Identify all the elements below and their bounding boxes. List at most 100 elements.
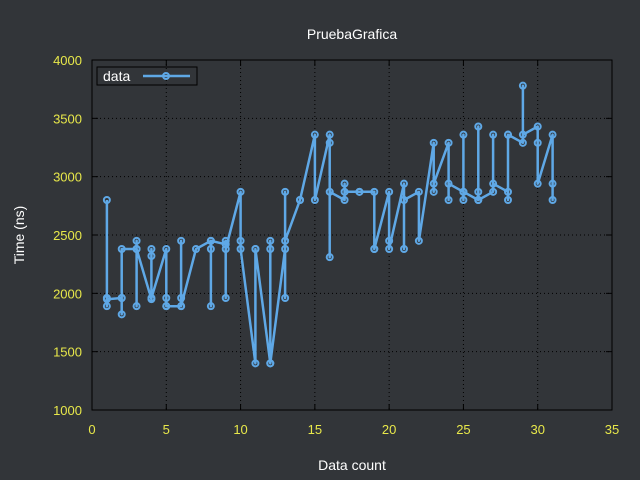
data-point: [548, 130, 557, 139]
data-point: [459, 196, 468, 204]
data-point: [281, 294, 290, 302]
data-point: [266, 245, 275, 253]
data-point: [281, 187, 290, 196]
data-point: [400, 245, 408, 253]
data-point: [236, 187, 245, 196]
data-point: [236, 245, 245, 253]
data-point: [251, 359, 260, 368]
data-point: [474, 196, 483, 204]
data-point: [429, 187, 438, 196]
data-point: [340, 179, 349, 188]
data-point: [251, 245, 260, 253]
ticks: 0 5 10 15 20 25 30 35 1000 1500 2000 2500 3000 3500 40…: [53, 53, 619, 437]
x-tick-label: 15: [308, 422, 322, 437]
data-point: [102, 295, 111, 304]
y-tick-label: 4000: [53, 53, 82, 68]
data-point: [340, 187, 349, 196]
data-point: [177, 294, 186, 302]
data-point: [147, 245, 156, 253]
data-point: [117, 294, 126, 302]
data-point: [310, 196, 319, 204]
data-point: [310, 130, 319, 139]
data-point: [236, 236, 245, 245]
data-point: [444, 196, 453, 204]
y-tick-label: 1000: [53, 403, 82, 418]
data-point: [533, 138, 542, 147]
data-point: [444, 179, 453, 188]
y-tick-label: 3500: [53, 111, 82, 126]
x-tick-label: 5: [163, 422, 170, 437]
chart-title: PruebaGrafica: [307, 26, 397, 42]
data-point: [459, 187, 468, 196]
data-point: [281, 236, 290, 245]
x-tick-label: 30: [530, 422, 544, 437]
legend-label: data: [103, 68, 130, 84]
data-point: [370, 245, 379, 253]
data-point: [504, 187, 512, 196]
data-point: [518, 138, 527, 147]
data-point: [504, 196, 512, 204]
data-point: [414, 236, 423, 245]
data-point: [206, 302, 215, 311]
data-point: [206, 236, 215, 245]
series-layer: [102, 81, 557, 368]
data-point: [518, 130, 527, 139]
data-point: [340, 196, 349, 204]
x-tick-label: 0: [88, 422, 95, 437]
data-point: [102, 196, 111, 204]
data-point: [147, 294, 156, 302]
data-point: [533, 179, 542, 188]
data-point: [370, 187, 379, 196]
data-point: [296, 196, 304, 204]
data-point: [414, 187, 423, 196]
data-point: [266, 359, 275, 368]
data-point: [385, 187, 394, 196]
data-point: [325, 138, 334, 147]
data-point: [266, 236, 275, 245]
data-point: [400, 179, 408, 188]
data-point: [117, 310, 126, 319]
data-point: [518, 81, 527, 90]
grid: [92, 60, 612, 410]
data-point: [221, 245, 230, 253]
data-point: [221, 294, 230, 302]
data-point: [533, 122, 542, 131]
x-tick-label: 35: [605, 422, 619, 437]
data-point: [281, 245, 290, 253]
data-point: [325, 253, 334, 262]
y-tick-label: 3000: [53, 170, 82, 185]
y-tick-label: 1500: [53, 345, 82, 360]
data-point: [221, 236, 230, 245]
data-point: [548, 179, 557, 188]
legend-box: [96, 66, 198, 86]
legend: data: [96, 66, 198, 86]
y-tick-label: 2500: [53, 228, 82, 243]
y-tick-label: 2000: [53, 286, 82, 301]
data-point: [489, 187, 498, 196]
data-point: [162, 294, 171, 302]
data-point: [162, 302, 171, 311]
data-point: [325, 130, 334, 139]
data-point: [429, 138, 438, 147]
x-tick-label: 10: [233, 422, 247, 437]
data-point: [504, 130, 512, 139]
data-point: [489, 179, 498, 188]
data-point: [385, 245, 394, 253]
data-point: [177, 302, 186, 311]
x-tick-label: 25: [456, 422, 470, 437]
data-point: [385, 236, 394, 245]
data-point: [221, 240, 230, 249]
data-point: [132, 236, 141, 245]
data-point: [132, 302, 141, 311]
y-axis-label: Time (ns): [11, 206, 27, 265]
data-point: [355, 187, 364, 196]
data-point: [206, 245, 215, 253]
data-point: [177, 236, 186, 245]
legend-marker: [162, 72, 170, 80]
data-point: [192, 245, 200, 253]
data-point: [548, 196, 557, 204]
data-point: [489, 130, 498, 139]
data-point: [117, 245, 126, 253]
